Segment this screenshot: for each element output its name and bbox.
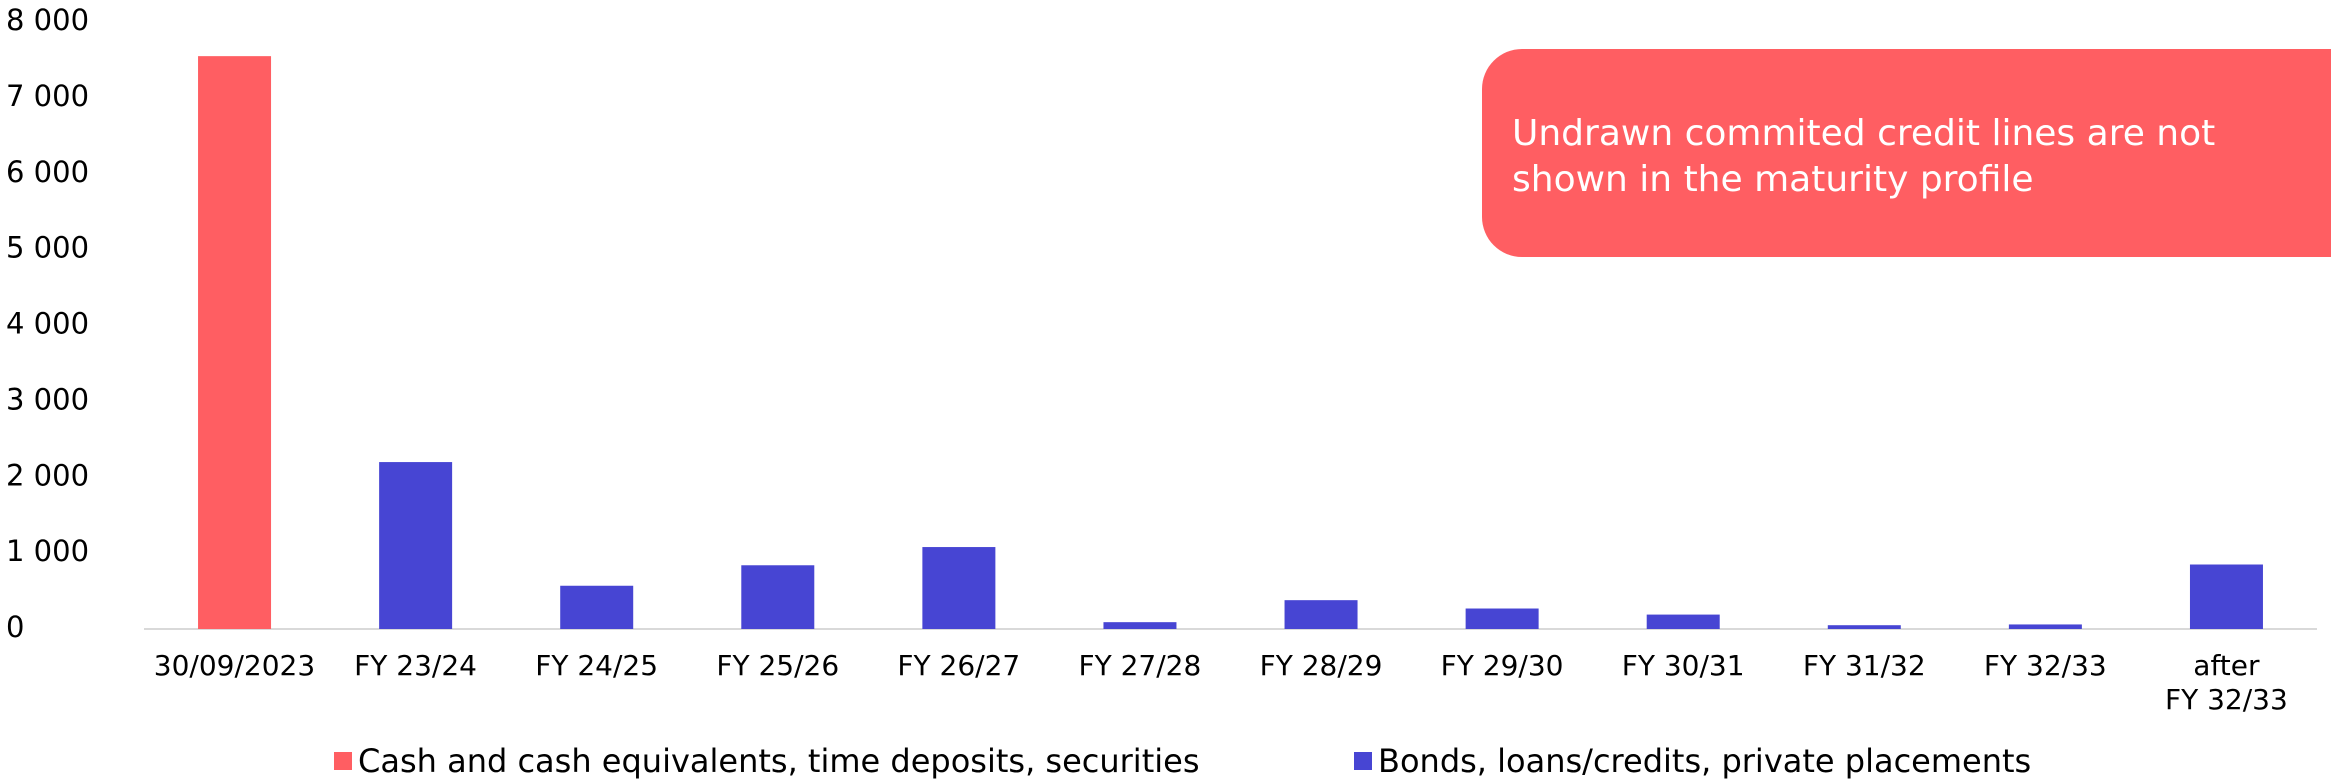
bar bbox=[198, 56, 272, 630]
x-tick-label: FY 23/24 bbox=[354, 649, 477, 682]
bar bbox=[922, 547, 996, 629]
annotation-box: Undrawn commited credit lines are not sh… bbox=[1482, 49, 2331, 257]
y-tick-label: 4 000 bbox=[6, 307, 89, 341]
y-tick-label: 1 000 bbox=[6, 534, 89, 568]
y-tick-label: 3 000 bbox=[6, 382, 89, 416]
y-tick-label: 6 000 bbox=[6, 155, 89, 189]
y-tick-label: 7 000 bbox=[6, 79, 89, 113]
x-tick-label: FY 26/27 bbox=[897, 649, 1021, 682]
x-tick-label: FY 29/30 bbox=[1440, 649, 1564, 682]
annotation: Undrawn commited credit lines are not sh… bbox=[1512, 113, 2216, 200]
bar bbox=[1827, 625, 1901, 629]
x-tick-label: FY 32/33 bbox=[1983, 649, 2107, 682]
y-tick-label: 8 000 bbox=[6, 3, 89, 37]
y-tick-label: 2 000 bbox=[6, 458, 89, 492]
legend: Cash and cash equivalents, time deposits… bbox=[0, 742, 2331, 782]
x-tick-label: 30/09/2023 bbox=[153, 649, 316, 682]
x-tick-label: FY 24/25 bbox=[535, 649, 659, 682]
bar bbox=[2189, 564, 2263, 629]
bar bbox=[741, 565, 815, 629]
legend-label: Cash and cash equivalents, time deposits… bbox=[358, 742, 1200, 780]
bar bbox=[1103, 622, 1177, 629]
y-tick-label: 5 000 bbox=[6, 231, 89, 265]
legend-swatch bbox=[1354, 752, 1372, 770]
bar bbox=[1284, 600, 1358, 629]
legend-item: Bonds, loans/credits, private placements bbox=[1354, 742, 2031, 780]
x-tick-label: FY 25/26 bbox=[716, 649, 840, 682]
bar bbox=[560, 585, 634, 629]
y-tick-label: 0 bbox=[6, 610, 24, 644]
bar bbox=[1465, 608, 1539, 629]
bar bbox=[1646, 614, 1720, 629]
legend-item: Cash and cash equivalents, time deposits… bbox=[334, 742, 1199, 780]
x-tick-label: FY 28/29 bbox=[1259, 649, 1383, 682]
bar bbox=[379, 462, 453, 629]
x-tick-label: after FY 32/33 bbox=[2165, 649, 2288, 716]
bar bbox=[2008, 624, 2082, 629]
x-tick-label: FY 30/31 bbox=[1621, 649, 1745, 682]
x-tick-label: FY 31/32 bbox=[1802, 649, 1926, 682]
legend-swatch bbox=[334, 752, 352, 770]
legend-label: Bonds, loans/credits, private placements bbox=[1378, 742, 2032, 780]
x-tick-label: FY 27/28 bbox=[1078, 649, 1202, 682]
